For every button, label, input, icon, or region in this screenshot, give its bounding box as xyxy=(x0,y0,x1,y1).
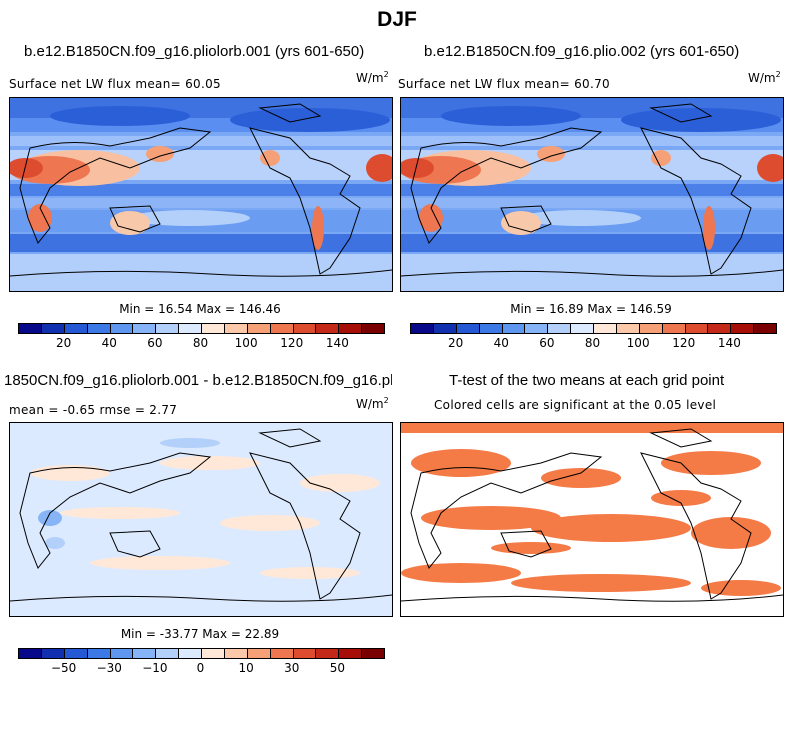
colorbar-swatch xyxy=(133,649,157,658)
colorbar-swatch xyxy=(110,649,134,658)
colorbar-tick-label: 140 xyxy=(325,336,349,350)
colorbar-swatch xyxy=(639,324,663,333)
colorbar-swatch xyxy=(224,324,248,333)
panel-4-map xyxy=(400,422,784,617)
colorbar-swatch xyxy=(202,649,225,658)
panel-4-map-canvas xyxy=(401,423,783,616)
colorbar-tick-label: 80 xyxy=(192,336,209,350)
colorbar-swatch xyxy=(247,324,271,333)
colorbar-swatch xyxy=(662,324,686,333)
colorbar-tick-label: 100 xyxy=(234,336,258,350)
colorbar-swatch xyxy=(87,649,111,658)
colorbar-swatch xyxy=(270,649,294,658)
colorbar-swatch xyxy=(731,324,755,333)
colorbar-swatch xyxy=(19,649,42,658)
colorbar-tick-label: 120 xyxy=(672,336,696,350)
panel-2-map-canvas xyxy=(401,98,783,291)
panel-1-subtitle: Surface net LW flux mean= 60.05 xyxy=(9,77,221,91)
colorbar-tick-label: 50 xyxy=(329,661,346,675)
colorbar-swatch xyxy=(456,324,480,333)
colorbar-swatch xyxy=(19,324,42,333)
panel-3-map-canvas xyxy=(10,423,392,616)
colorbar-tick-label: −30 xyxy=(96,661,122,675)
colorbar-tick-label: 140 xyxy=(717,336,741,350)
colorbar-swatch xyxy=(179,649,202,658)
colorbar-swatch xyxy=(479,324,503,333)
colorbar-tick-label: 80 xyxy=(584,336,601,350)
panel-2-title: b.e12.B1850CN.f09_g16.plio.002 (yrs 601-… xyxy=(424,43,740,60)
colorbar-swatch xyxy=(156,649,180,658)
colorbar-swatch xyxy=(179,324,202,333)
colorbar-swatch xyxy=(362,649,384,658)
colorbar-swatch xyxy=(616,324,640,333)
colorbar-swatch xyxy=(433,324,457,333)
panel-1-map-canvas xyxy=(10,98,392,291)
panel-3-title: 1850CN.f09_g16.pliolorb.001 - b.e12.B185… xyxy=(4,372,392,389)
panel-4-subtitle: Colored cells are significant at the 0.0… xyxy=(434,398,717,412)
colorbar-swatch xyxy=(525,324,549,333)
colorbar-swatch xyxy=(316,324,340,333)
panel-1-units: W/m2 xyxy=(356,70,389,85)
colorbar-swatch xyxy=(548,324,572,333)
colorbar-swatch xyxy=(202,324,225,333)
colorbar-swatch xyxy=(571,324,594,333)
colorbar-swatch xyxy=(594,324,617,333)
panel-3-stats: Min = -33.77 Max = 22.89 xyxy=(120,627,280,641)
colorbar-tick-label: 30 xyxy=(284,661,300,675)
panel-3-map xyxy=(9,422,393,617)
colorbar-swatch xyxy=(411,324,434,333)
colorbar-swatch xyxy=(293,649,317,658)
colorbar-tick-label: 60 xyxy=(539,336,555,350)
colorbar-swatch xyxy=(133,324,157,333)
colorbar-tick-label: 0 xyxy=(196,661,205,675)
colorbar-swatch xyxy=(64,324,88,333)
colorbar-swatch xyxy=(754,324,776,333)
colorbar-swatch xyxy=(64,649,88,658)
colorbar-swatch xyxy=(316,649,340,658)
colorbar-swatch xyxy=(270,324,294,333)
panel-2-map xyxy=(400,97,784,292)
colorbar-swatch xyxy=(339,649,363,658)
colorbar-tick-label: 60 xyxy=(147,336,163,350)
colorbar-tick-label: −10 xyxy=(142,661,168,675)
colorbar-tick-label: −50 xyxy=(50,661,77,675)
panel-1-stats: Min = 16.54 Max = 146.46 xyxy=(119,302,281,316)
panel-3-units: W/m2 xyxy=(356,396,389,411)
colorbar-swatch xyxy=(224,649,248,658)
colorbar-swatch xyxy=(362,324,384,333)
colorbar-tick-label: 120 xyxy=(280,336,304,350)
colorbar-swatch xyxy=(293,324,317,333)
colorbar-tick-label: 40 xyxy=(493,336,509,350)
colorbar-tick-label: 100 xyxy=(626,336,650,350)
panel-2-colorbar xyxy=(410,323,777,334)
panel-2-units: W/m2 xyxy=(748,70,781,85)
colorbar-swatch xyxy=(708,324,732,333)
colorbar-swatch xyxy=(156,324,180,333)
colorbar-swatch xyxy=(685,324,709,333)
colorbar-swatch xyxy=(247,649,271,658)
colorbar-tick-label: 10 xyxy=(238,661,254,675)
colorbar-tick-label: 20 xyxy=(55,336,72,350)
panel-4-title: T-test of the two means at each grid poi… xyxy=(449,372,725,389)
panel-3-colorbar xyxy=(18,648,385,659)
figure-title: DJF xyxy=(377,8,417,31)
panel-1-title: b.e12.B1850CN.f09_g16.pliolorb.001 (yrs … xyxy=(24,43,365,60)
colorbar-swatch xyxy=(87,324,111,333)
panel-1-map xyxy=(9,97,393,292)
panel-2-subtitle: Surface net LW flux mean= 60.70 xyxy=(398,77,610,91)
panel-2-stats: Min = 16.89 Max = 146.59 xyxy=(510,302,672,316)
panel-3-subtitle: mean = -0.65 rmse = 2.77 xyxy=(9,403,178,417)
colorbar-swatch xyxy=(502,324,526,333)
colorbar-swatch xyxy=(339,324,363,333)
panel-1-colorbar xyxy=(18,323,385,334)
colorbar-tick-label: 20 xyxy=(447,336,464,350)
colorbar-swatch xyxy=(41,324,65,333)
colorbar-swatch xyxy=(41,649,65,658)
colorbar-swatch xyxy=(110,324,134,333)
colorbar-tick-label: 40 xyxy=(101,336,117,350)
